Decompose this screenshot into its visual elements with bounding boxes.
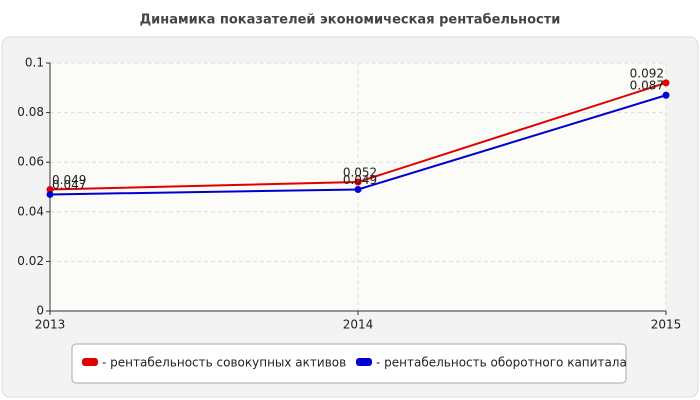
legend-label: - рентабельность совокупных активов (102, 356, 346, 370)
data-label: 0.087 (630, 79, 664, 93)
point (354, 178, 362, 186)
x-tick-label: 2014 (343, 318, 374, 332)
data-label: 0.092 (630, 66, 664, 80)
point (662, 91, 670, 99)
legend (71, 343, 627, 384)
data-label: 0.049 (343, 173, 377, 187)
y-tick-label: 0 (36, 304, 44, 318)
x-tick-label: 2013 (35, 318, 66, 332)
y-tick-label: 0.08 (17, 105, 44, 119)
data-label: 0.049 (52, 173, 86, 187)
y-tick-label: 0.02 (17, 254, 44, 268)
data-label: 0.047 (52, 178, 86, 192)
data-label: 0.052 (343, 166, 377, 180)
chart-title: Динамика показателей экономическая рента… (140, 13, 561, 28)
legend-swatch (82, 358, 98, 366)
point (46, 185, 54, 193)
point (354, 185, 362, 193)
legend-swatch (356, 358, 372, 366)
legend-label: - рентабельность оборотного капитала (376, 356, 627, 370)
y-tick-label: 0.06 (17, 155, 44, 169)
x-tick-label: 2015 (651, 318, 682, 332)
y-tick-label: 0.1 (25, 56, 44, 70)
point (46, 190, 54, 198)
point (662, 79, 670, 87)
y-tick-label: 0.04 (17, 204, 44, 218)
